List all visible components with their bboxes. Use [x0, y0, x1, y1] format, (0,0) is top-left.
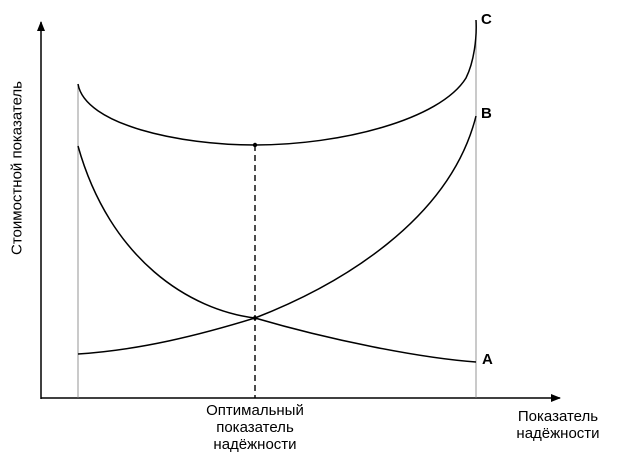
curve-c-label: C — [481, 11, 492, 28]
optimum-point — [252, 142, 258, 148]
optimum-label: Оптимальный показатель надёжности — [195, 402, 315, 453]
x-axis-label-line-1: Показатель — [517, 408, 599, 425]
curve-c — [77, 19, 477, 146]
curve-a-label: A — [482, 351, 493, 368]
x-axis-label: Показатель надёжности — [503, 408, 613, 442]
x-axis-label-line-2: надёжности — [516, 425, 600, 442]
curve-b-label: B — [481, 105, 492, 122]
y-axis-label: Стоимостной показатель — [8, 81, 26, 255]
optimum-label-line-3: надёжности — [213, 436, 297, 453]
curve-b — [77, 115, 477, 355]
curve-a — [77, 145, 477, 363]
optimum-label-line-1: Оптимальный — [206, 402, 304, 419]
optimum-label-line-2: показатель — [216, 419, 294, 436]
intersection-point — [253, 316, 257, 320]
